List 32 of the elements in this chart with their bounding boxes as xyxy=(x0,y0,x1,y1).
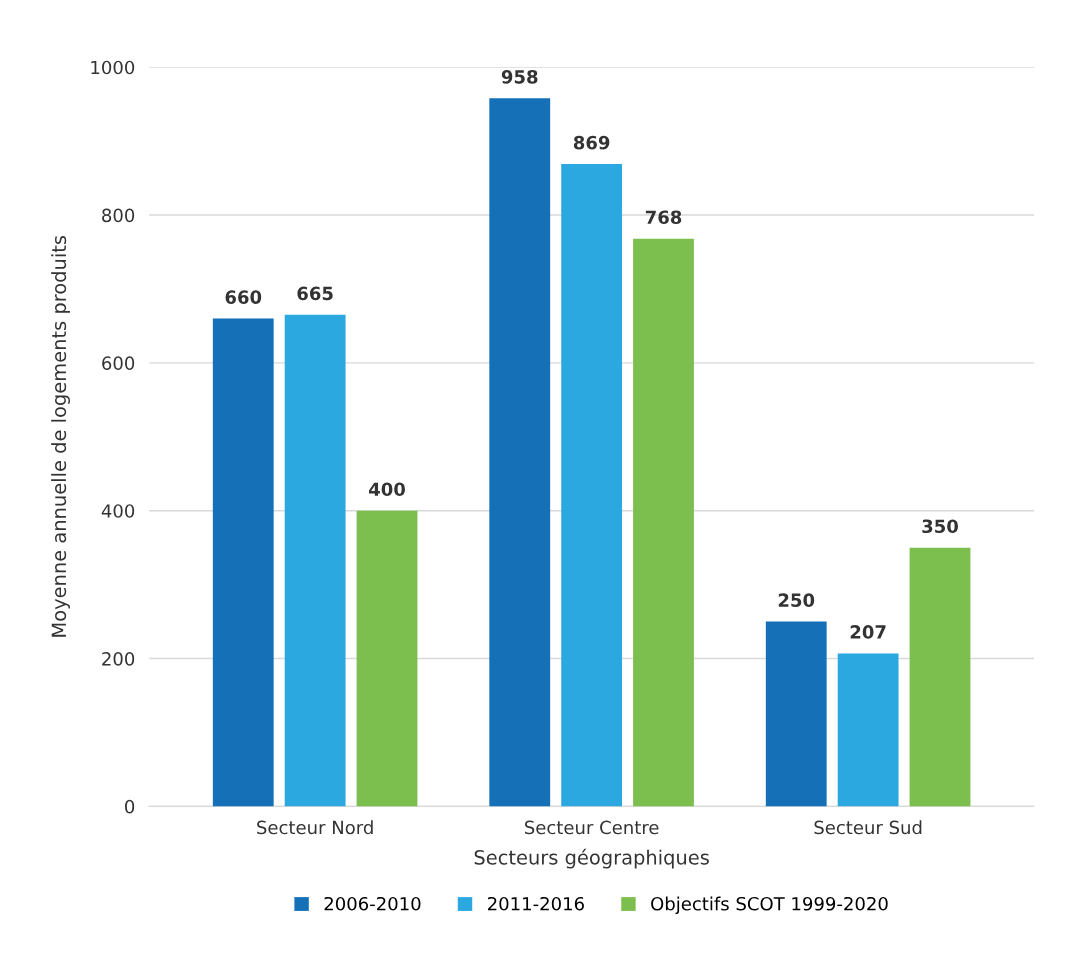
bar xyxy=(909,547,971,807)
bar xyxy=(837,653,899,807)
bar xyxy=(356,510,418,807)
bar xyxy=(284,314,346,807)
y-tick-label: 400 xyxy=(101,504,135,518)
legend-label: Objectifs SCOT 1999-2020 xyxy=(651,896,888,915)
data-label: 869 xyxy=(573,135,610,150)
y-axis-title: Moyenne annuelle de logements produits xyxy=(51,235,70,637)
y-tick-label: 800 xyxy=(102,208,135,223)
data-label: 207 xyxy=(850,625,886,639)
y-tick-label: 200 xyxy=(102,652,135,666)
bar xyxy=(212,318,274,807)
bar xyxy=(633,238,694,807)
y-tick-label: 1000 xyxy=(91,60,135,75)
x-tick-label: Secteur Nord xyxy=(257,820,373,835)
data-label: 768 xyxy=(645,210,682,225)
x-tick-label: Secteur Sud xyxy=(814,820,922,835)
data-label: 660 xyxy=(225,290,262,304)
x-tick-label: Secteur Centre xyxy=(524,820,659,835)
data-label: 958 xyxy=(501,69,538,84)
y-tick-label: 600 xyxy=(102,356,135,370)
legend-label: 2011-2016 xyxy=(488,896,584,911)
x-axis-title: Secteurs géographiques xyxy=(474,848,709,869)
data-label: 250 xyxy=(778,593,815,607)
bar xyxy=(489,98,551,807)
bar xyxy=(765,621,827,807)
y-tick-label: 0 xyxy=(125,799,135,814)
legend-label: 2006-2010 xyxy=(324,896,421,911)
data-label: 665 xyxy=(297,286,333,301)
data-label: 350 xyxy=(922,519,958,534)
data-label: 400 xyxy=(368,482,406,497)
bar xyxy=(561,164,623,807)
